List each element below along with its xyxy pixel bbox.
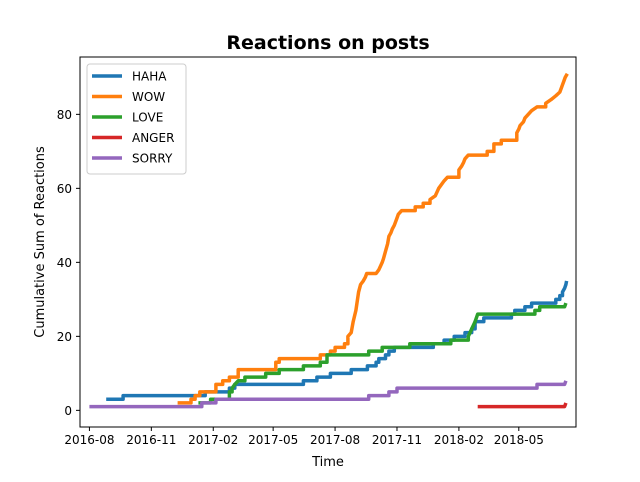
legend-label-haha: HAHA — [132, 70, 167, 84]
y-axis-label: Cumulative Sum of Reactions — [33, 146, 48, 338]
y-tick-label: 20 — [57, 330, 72, 344]
y-axis-ticks: 0 20 40 60 80 — [57, 108, 80, 418]
legend-box — [86, 63, 187, 175]
series-line-sorry — [89, 380, 568, 409]
series-line-love — [198, 302, 568, 405]
y-tick-label: 80 — [57, 108, 72, 122]
legend: HAHA WOW LOVE ANGER SORRY — [86, 63, 187, 175]
x-tick-label: 2017-05 — [248, 433, 298, 447]
y-tick-label: 60 — [57, 182, 72, 196]
series-line-wow — [177, 72, 569, 405]
series-line-anger — [477, 402, 568, 409]
legend-label-love: LOVE — [132, 111, 163, 125]
chart-title: Reactions on posts — [226, 32, 429, 54]
x-tick-label: 2017-02 — [188, 433, 238, 447]
legend-label-anger: ANGER — [132, 131, 174, 145]
x-tick-label: 2018-02 — [434, 433, 484, 447]
x-tick-label: 2016-11 — [126, 433, 176, 447]
y-tick-label: 40 — [57, 256, 72, 270]
x-axis-label: Time — [311, 455, 344, 470]
legend-label-wow: WOW — [132, 90, 165, 104]
legend-label-sorry: SORRY — [132, 152, 173, 166]
plot-frame — [79, 56, 577, 428]
x-tick-label: 2016-08 — [64, 433, 114, 447]
x-axis-ticks: 2016-08 2016-11 2017-02 2017-05 2017-08 2017-… — [64, 427, 544, 447]
plot-lines — [89, 72, 569, 409]
x-tick-label: 2017-11 — [372, 433, 422, 447]
x-tick-label: 2017-08 — [310, 433, 360, 447]
series-line-haha — [106, 280, 569, 402]
x-tick-label: 2018-05 — [494, 433, 544, 447]
y-tick-label: 0 — [64, 404, 72, 418]
